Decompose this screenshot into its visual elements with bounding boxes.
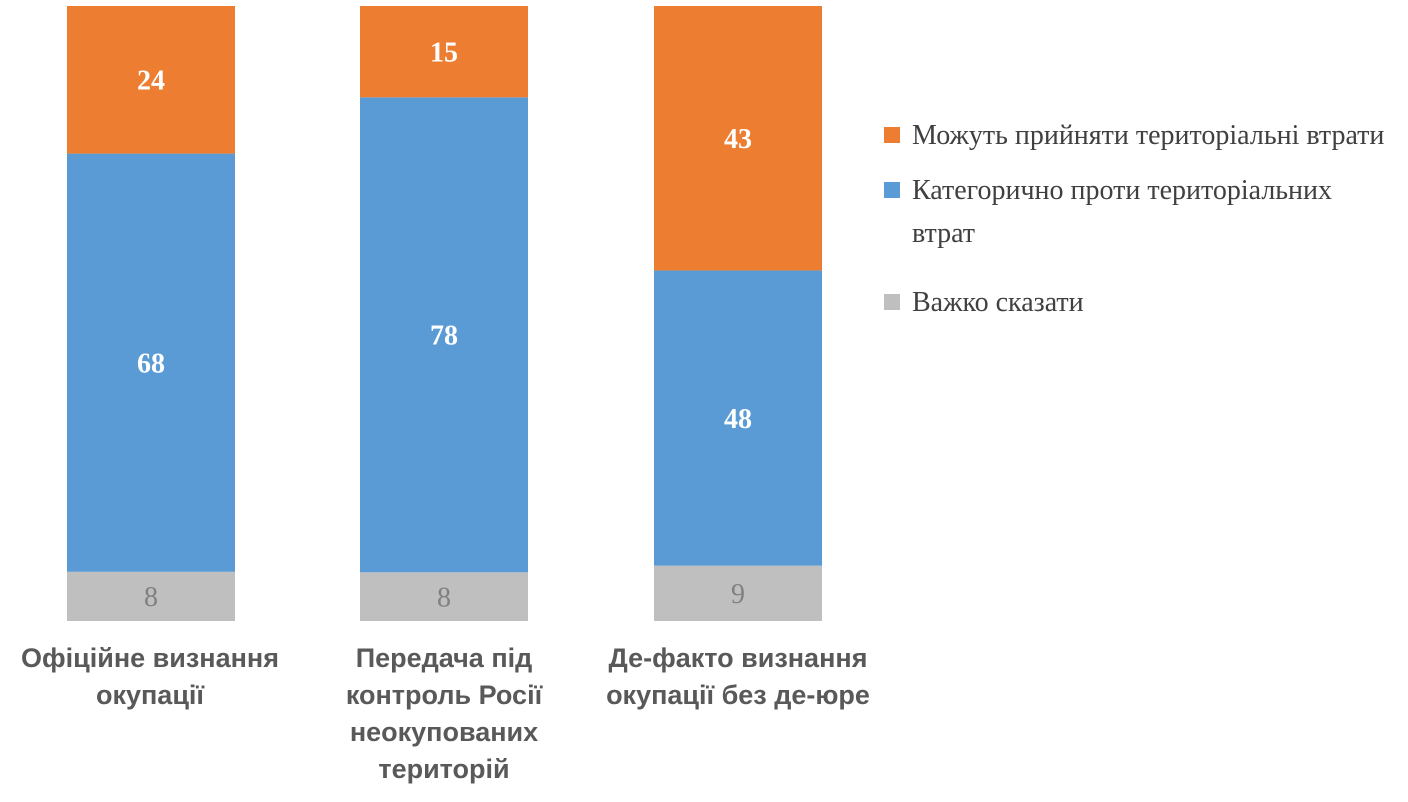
- bar-transfer-control-can-accept: [360, 6, 528, 98]
- legend-label-against: Категорично проти територіальних втрат: [912, 175, 1333, 249]
- bar-de-facto-recognition-hard-to-say: [654, 565, 822, 621]
- legend: Можуть прийняти територіальні втрати Кат…: [884, 114, 1394, 336]
- legend-label-hard-to-say: Важко сказати: [912, 287, 1084, 318]
- data-label-de-facto-recognition-can-accept: 43: [724, 124, 752, 155]
- data-label-official-recognition-against: 68: [137, 349, 165, 380]
- legend-swatch-gray: [884, 294, 900, 310]
- data-label-transfer-control-against: 78: [430, 321, 458, 352]
- bar-de-facto-recognition-can-accept: [654, 6, 822, 271]
- legend-label-can-accept: Можуть прийняти територіальні втрати: [912, 120, 1385, 151]
- data-label-transfer-control-hard-to-say: 8: [437, 582, 451, 613]
- bar-transfer-control-against: [360, 97, 528, 573]
- category-label-de-facto-recognition: Де-факто визнання окупації без де-юре: [606, 643, 870, 710]
- legend-item-hard-to-say: Важко сказати: [884, 281, 1394, 324]
- data-label-de-facto-recognition-against: 48: [724, 404, 752, 435]
- bar-de-facto-recognition-against: [654, 270, 822, 566]
- legend-swatch-orange: [884, 127, 900, 143]
- data-label-transfer-control-can-accept: 15: [430, 37, 458, 68]
- legend-item-against: Категорично проти територіальних втрат: [884, 169, 1394, 255]
- data-label-official-recognition-hard-to-say: 8: [144, 582, 158, 613]
- legend-item-can-accept: Можуть прийняти територіальні втрати: [884, 114, 1394, 157]
- bar-official-recognition-hard-to-say: [67, 571, 235, 621]
- bar-transfer-control-hard-to-say: [360, 572, 528, 621]
- data-label-de-facto-recognition-hard-to-say: 9: [731, 579, 745, 610]
- bar-official-recognition-against: [67, 153, 235, 572]
- category-label-official-recognition: Офіційне визнання окупації: [21, 643, 279, 710]
- data-label-official-recognition-can-accept: 24: [137, 66, 165, 97]
- category-label-transfer-control: Передача під контроль Росії неокупованих…: [345, 643, 543, 784]
- legend-swatch-blue: [884, 182, 900, 198]
- bar-official-recognition-can-accept: [67, 6, 235, 154]
